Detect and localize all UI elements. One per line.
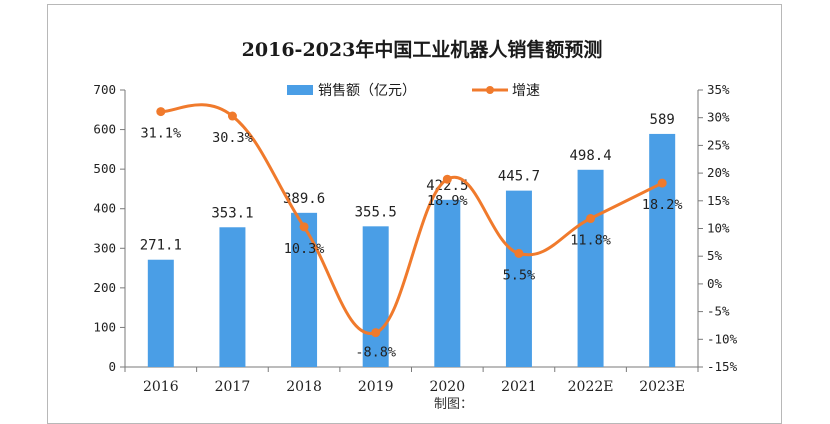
left-tick-label: 300 [93, 240, 116, 255]
right-tick-label: -15% [707, 359, 738, 374]
right-tick-label: 20% [707, 165, 730, 180]
left-tick-label: 400 [93, 201, 116, 216]
bar [649, 133, 676, 367]
bar-value-label: 589 [650, 112, 675, 128]
bar [291, 212, 318, 367]
left-tick-label: 600 [93, 122, 116, 137]
right-tick-label: 35% [707, 82, 730, 97]
bar-value-label: 271.1 [140, 238, 182, 254]
right-tick-label: -10% [707, 331, 738, 346]
right-tick-label: 10% [707, 221, 730, 236]
growth-point [514, 248, 524, 258]
right-tick-label: 0% [707, 276, 723, 291]
bar [219, 227, 246, 367]
growth-value-label: 30.3% [212, 130, 253, 146]
growth-value-label: 5.5% [503, 267, 536, 283]
chart-title: 2016-2023年中国工业机器人销售额预测 [242, 38, 603, 61]
left-tick-label: 700 [93, 82, 116, 97]
bar [505, 190, 532, 367]
left-tick-label: 100 [93, 319, 116, 334]
growth-value-label: 18.2% [642, 197, 683, 213]
growth-value-label: 18.9% [427, 193, 468, 209]
left-tick-label: 200 [93, 280, 116, 295]
bar [434, 199, 461, 367]
legend-line-marker [486, 86, 494, 94]
left-tick-label: 0 [108, 359, 116, 374]
legend: 销售额（亿元） 增速 [287, 83, 540, 99]
growth-point [371, 328, 381, 338]
x-category-label: 2022E [568, 379, 614, 395]
growth-line [160, 103, 663, 335]
growth-point [586, 214, 596, 224]
right-tick-label: 5% [707, 248, 723, 263]
right-tick-label: 30% [707, 110, 730, 125]
legend-line-label: 增速 [512, 83, 540, 99]
left-tick-label: 500 [93, 161, 116, 176]
bar [577, 169, 604, 367]
bar [362, 226, 389, 367]
growth-value-label: -8.8% [355, 345, 396, 361]
growth-value-label: 31.1% [140, 126, 181, 142]
x-category-label: 2019 [358, 379, 394, 395]
right-tick-label: 25% [707, 137, 730, 152]
x-category-label: 2018 [286, 379, 322, 395]
x-category-label: 2016 [143, 379, 179, 395]
right-tick-label: -5% [707, 304, 730, 319]
source-note: 制图： [434, 397, 473, 409]
x-category-label: 2021 [501, 379, 537, 395]
chart-svg: 2016-2023年中国工业机器人销售额预测 销售额（亿元） 增速 制图： 0 1… [93, 38, 738, 409]
growth-point [156, 107, 166, 117]
bar-value-label: 355.5 [355, 204, 397, 220]
bar-value-label: 389.6 [283, 191, 325, 207]
bar-value-label: 498.4 [569, 148, 611, 164]
x-category-label: 2023E [639, 379, 685, 395]
growth-point [227, 111, 237, 121]
bar [147, 259, 174, 367]
bar-value-label: 445.7 [498, 169, 540, 185]
growth-value-label: 11.8% [570, 233, 611, 249]
legend-bar-swatch [287, 85, 313, 95]
growth-point [299, 222, 309, 232]
growth-point [657, 178, 667, 188]
x-category-label: 2017 [215, 379, 251, 395]
legend-bar-label: 销售额（亿元） [318, 83, 416, 99]
x-category-label: 2020 [429, 379, 465, 395]
bar-value-label: 353.1 [211, 205, 253, 221]
growth-point [442, 174, 452, 184]
right-tick-label: 15% [707, 193, 730, 208]
chart-root: 2016-2023年中国工业机器人销售额预测 销售额（亿元） 增速 制图： 0 1… [47, 4, 782, 424]
growth-value-label: 10.3% [284, 241, 325, 257]
